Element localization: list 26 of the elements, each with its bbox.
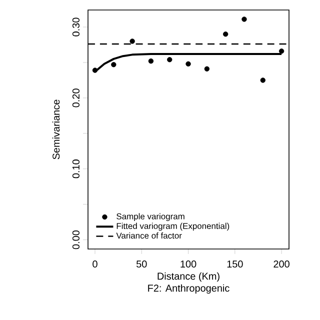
point (111, 62, 116, 68)
y-axis-title: Semivariance (52, 100, 60, 160)
x-tick-label: 50 (136, 260, 147, 268)
point (92, 68, 98, 73)
x-tick-label: 200 (274, 260, 290, 268)
point (204, 66, 210, 72)
x-tick-label: 150 (227, 260, 243, 268)
x-axis-title: Distance (Km) (158, 272, 220, 282)
y-tick-label: 0.30 (72, 18, 80, 36)
point (148, 58, 154, 64)
y-tick-label: 0.00 (72, 230, 80, 250)
point (242, 16, 247, 22)
point (130, 38, 135, 44)
point (167, 57, 172, 62)
x-tick-label: 100 (180, 260, 196, 268)
point (186, 61, 191, 66)
text: F2: Anthropogenic (148, 284, 230, 294)
point (278, 48, 284, 54)
legend-label: Sample variogram (116, 213, 184, 222)
y-tick-label: 0.20 (72, 88, 80, 108)
point (222, 32, 228, 37)
x-tick-label: 0 (92, 260, 98, 268)
point (260, 78, 266, 83)
y-tick-label: 0.10 (72, 160, 80, 178)
legend-label: Fitted variogram (Exponential) (116, 222, 230, 231)
legend-label: Variance of factor (116, 232, 182, 239)
